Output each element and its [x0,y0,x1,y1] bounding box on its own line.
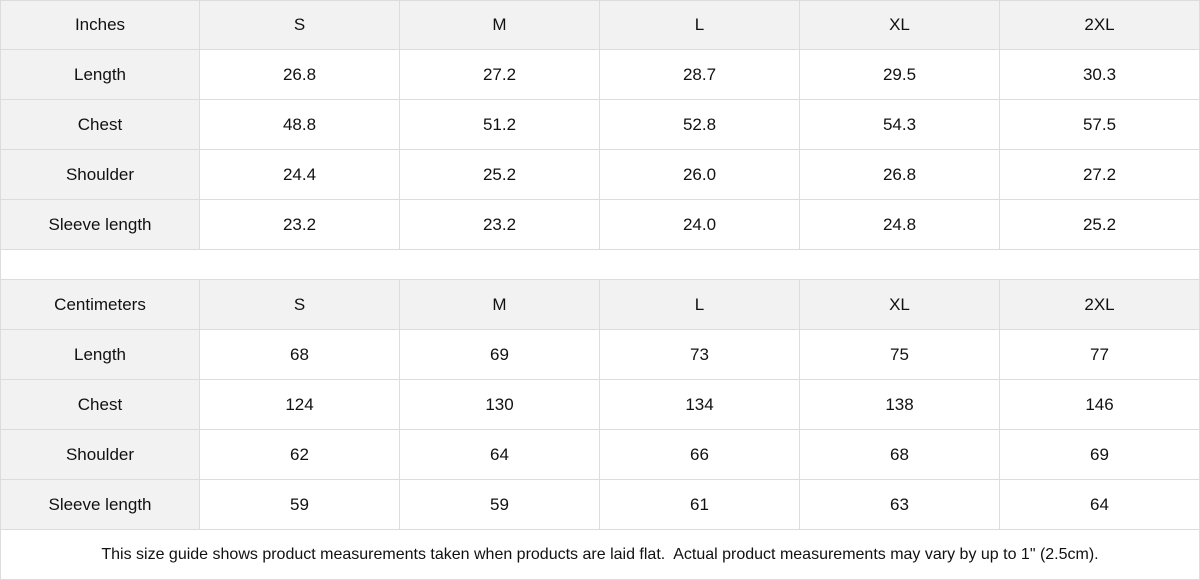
measurement-value: 30.3 [1000,50,1200,100]
measurement-value: 68 [800,430,1000,480]
measurement-value: 124 [200,380,400,430]
measurement-value: 66 [600,430,800,480]
measurement-value: 63 [800,480,1000,530]
measurement-value: 24.0 [600,200,800,250]
measurement-value: 29.5 [800,50,1000,100]
measurement-value: 75 [800,330,1000,380]
measurement-label: Length [0,50,200,100]
size-header: 2XL [1000,280,1200,330]
measurement-label: Shoulder [0,150,200,200]
size-header: M [400,0,600,50]
measurement-value: 26.8 [200,50,400,100]
measurement-value: 77 [1000,330,1200,380]
measurement-value: 61 [600,480,800,530]
measurement-value: 24.8 [800,200,1000,250]
table-spacer [0,250,1200,280]
measurement-value: 26.8 [800,150,1000,200]
measurement-value: 25.2 [400,150,600,200]
measurement-value: 64 [400,430,600,480]
size-guide-note: This size guide shows product measuremen… [0,530,1200,580]
inches-table: Inches S M L XL 2XL Length 26.8 27.2 28.7 29.5 30.3… [0,0,1200,250]
measurement-value: 68 [200,330,400,380]
size-header: S [200,0,400,50]
measurement-label: Chest [0,380,200,430]
size-header: S [200,280,400,330]
measurement-value: 24.4 [200,150,400,200]
measurement-value: 73 [600,330,800,380]
measurement-value: 23.2 [400,200,600,250]
measurement-value: 64 [1000,480,1200,530]
size-header: L [600,280,800,330]
measurement-label: Shoulder [0,430,200,480]
size-header: M [400,280,600,330]
measurement-value: 59 [400,480,600,530]
size-header: XL [800,0,1000,50]
measurement-value: 130 [400,380,600,430]
measurement-value: 138 [800,380,1000,430]
measurement-value: 54.3 [800,100,1000,150]
measurement-value: 69 [1000,430,1200,480]
unit-header: Centimeters [0,280,200,330]
size-header: 2XL [1000,0,1200,50]
measurement-value: 48.8 [200,100,400,150]
measurement-value: 25.2 [1000,200,1200,250]
measurement-value: 28.7 [600,50,800,100]
centimeters-table: Centimeters S M L XL 2XL Length 68 69 73 75 77 Chest… [0,280,1200,530]
measurement-value: 27.2 [1000,150,1200,200]
unit-header: Inches [0,0,200,50]
measurement-value: 27.2 [400,50,600,100]
measurement-value: 52.8 [600,100,800,150]
measurement-value: 59 [200,480,400,530]
measurement-value: 146 [1000,380,1200,430]
measurement-label: Length [0,330,200,380]
measurement-label: Sleeve length [0,200,200,250]
measurement-value: 26.0 [600,150,800,200]
measurement-value: 51.2 [400,100,600,150]
measurement-value: 23.2 [200,200,400,250]
measurement-value: 69 [400,330,600,380]
size-header: L [600,0,800,50]
measurement-value: 62 [200,430,400,480]
measurement-value: 57.5 [1000,100,1200,150]
measurement-label: Chest [0,100,200,150]
measurement-value: 134 [600,380,800,430]
size-header: XL [800,280,1000,330]
measurement-label: Sleeve length [0,480,200,530]
